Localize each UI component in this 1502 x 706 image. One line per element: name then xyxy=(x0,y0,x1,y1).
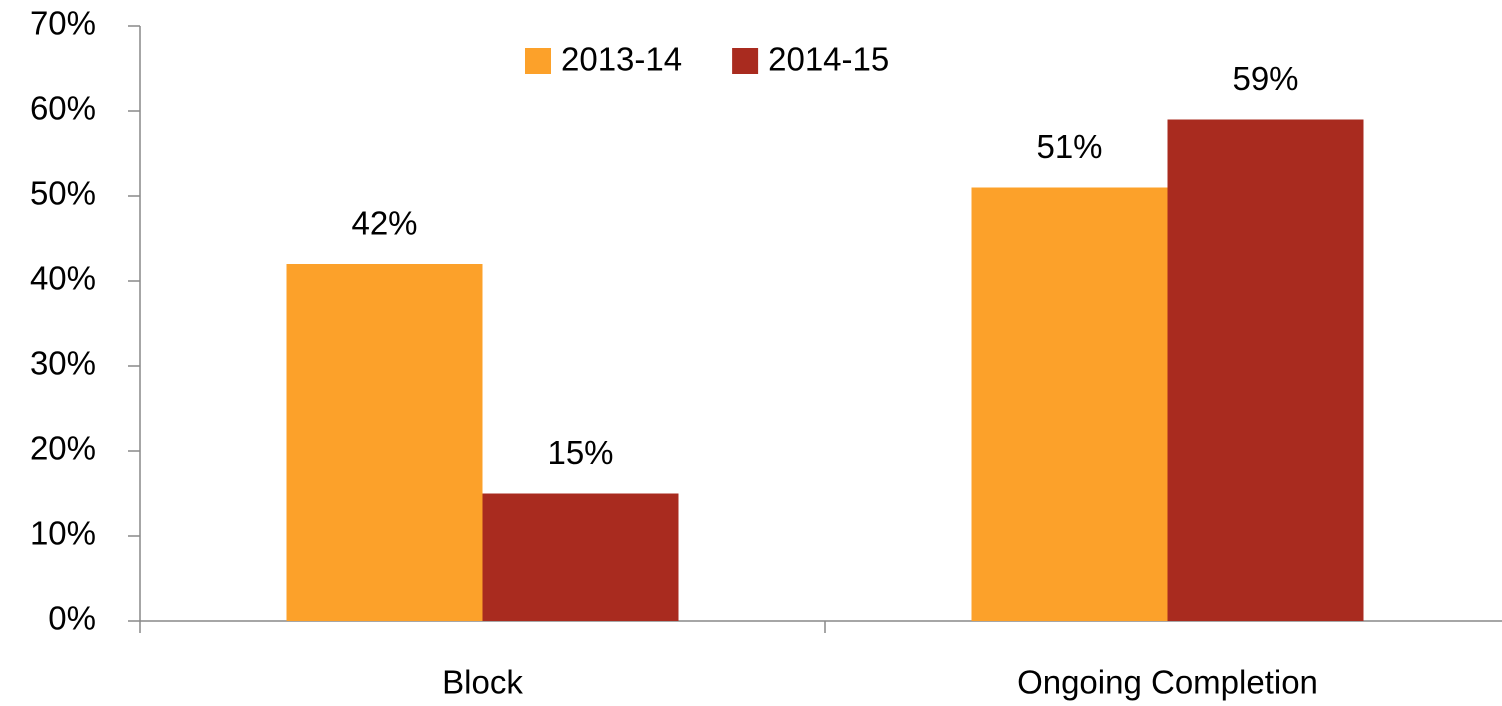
y-tick-label: 40% xyxy=(30,260,96,297)
y-tick-label: 70% xyxy=(30,5,96,42)
x-tick-label: Ongoing Completion xyxy=(1017,664,1318,701)
y-tick-label: 30% xyxy=(30,345,96,382)
y-tick-label: 0% xyxy=(48,600,96,637)
legend-label: 2013-14 xyxy=(561,41,682,78)
legend-swatch xyxy=(732,48,759,74)
y-tick-label: 20% xyxy=(30,430,96,467)
data-label: 42% xyxy=(351,205,417,242)
legend-label: 2014-15 xyxy=(768,41,889,78)
data-label: 59% xyxy=(1232,60,1298,97)
bar xyxy=(1167,119,1364,621)
legend-swatch xyxy=(525,48,551,74)
y-tick-label: 60% xyxy=(30,90,96,127)
y-tick-label: 10% xyxy=(30,515,96,552)
bar xyxy=(482,493,679,621)
bar xyxy=(971,187,1168,621)
data-label: 51% xyxy=(1036,128,1102,165)
x-tick-label: Block xyxy=(442,664,523,701)
data-label: 15% xyxy=(547,434,613,471)
bar xyxy=(286,264,483,621)
y-tick-label: 50% xyxy=(30,175,96,212)
